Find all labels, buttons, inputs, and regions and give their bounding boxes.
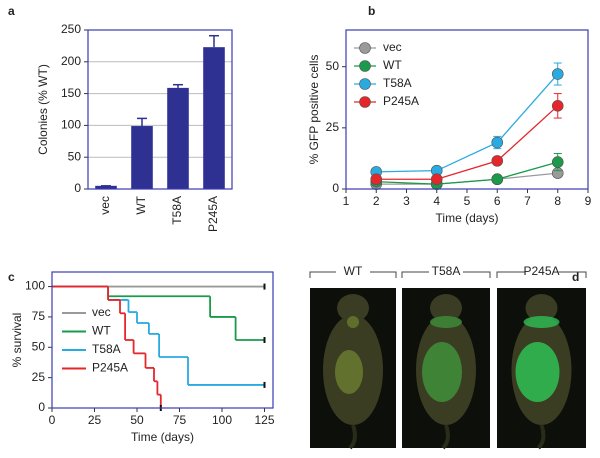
fluorescence [523,316,560,328]
legend-label: P245A [92,361,128,375]
point [370,173,383,186]
x-tick-label: WT [134,195,148,214]
y-tick-label: 25 [326,120,340,134]
mouse-head [430,294,462,322]
y-axis-label: % GFP positive cells [307,55,321,165]
x-tick-label: 75 [173,413,187,427]
mouse-tail [348,424,357,450]
x-tick-label: 8 [554,194,561,208]
point [491,136,504,149]
x-axis-label: Time (days) [436,211,499,225]
point [551,156,564,168]
point [430,173,443,186]
legend-label: WT [92,324,111,338]
y-tick-label: 50 [32,339,46,353]
bracket [309,271,397,278]
fluorescence [430,316,462,328]
bracket [401,271,491,278]
x-tick-label: 5 [464,194,471,208]
point [491,155,504,167]
y-tick-label: 0 [38,400,45,414]
line [376,161,558,185]
bar [131,126,153,189]
point [491,173,504,186]
y-tick-label: 50 [68,149,82,163]
x-tick-label: 3 [403,194,410,208]
y-tick-label: 0 [332,181,339,195]
x-tick-label: 9 [585,194,592,208]
mouse-head [525,294,558,322]
x-tick-label: 125 [254,413,274,427]
x-tick-label: 50 [130,413,144,427]
axes-frame [345,29,589,190]
panel-letter: a [8,4,15,18]
y-tick-label: 25 [32,370,46,384]
y-tick-label: 0 [74,181,81,195]
x-tick-label: vec [98,196,112,215]
axes-frame [87,29,233,190]
y-tick-label: 100 [61,118,81,132]
fluorescence [347,316,359,328]
bar [203,47,225,190]
x-tick-label: 1 [343,194,350,208]
panel-letter: d [572,270,579,284]
legend-label: vec [92,305,111,319]
fluorescence [422,342,462,402]
legend-label: vec [383,40,402,54]
y-tick-label: 75 [32,309,46,323]
point [551,100,564,112]
panel-letter: c [8,270,15,284]
legend-marker [359,78,371,90]
x-tick-label: 6 [494,194,501,208]
legend-label: T58A [92,342,121,356]
point [551,68,564,80]
line [376,73,559,173]
mouse-tail [536,424,546,450]
image-label: WT [344,264,363,278]
x-tick-label: 25 [88,413,102,427]
legend-marker [359,42,371,54]
mouse-tail [441,424,450,450]
line [376,105,559,180]
x-tick-label: 100 [212,413,232,427]
x-axis-label: Time (days) [131,430,194,444]
x-tick-label: 7 [524,194,531,208]
mouse-head [337,294,369,322]
image-label: T58A [432,264,461,278]
x-tick-label: T58A [170,196,184,225]
image-label: P245A [523,264,559,278]
legend-marker [359,60,371,72]
y-axis-label: % survival [10,313,24,368]
legend-marker [359,96,371,108]
x-tick-label: P245A [206,196,220,232]
y-tick-label: 50 [326,59,340,73]
x-tick-label: 2 [373,194,380,208]
axes-frame [51,271,274,409]
y-tick-label: 250 [61,22,81,36]
fluorescence [515,342,560,402]
y-tick-label: 150 [61,86,81,100]
bar [95,185,117,189]
legend-label: WT [383,58,402,72]
panel-letter: b [368,4,375,18]
bar [167,87,189,189]
y-axis-label: Colonies (% WT) [36,64,50,155]
legend-label: T58A [383,76,412,90]
legend-label: P245A [383,94,419,108]
y-tick-label: 100 [25,279,45,293]
x-tick-label: 4 [433,194,440,208]
bracket [496,271,587,278]
fluorescence [335,350,363,394]
y-tick-label: 200 [61,54,81,68]
x-tick-label: 0 [49,413,56,427]
